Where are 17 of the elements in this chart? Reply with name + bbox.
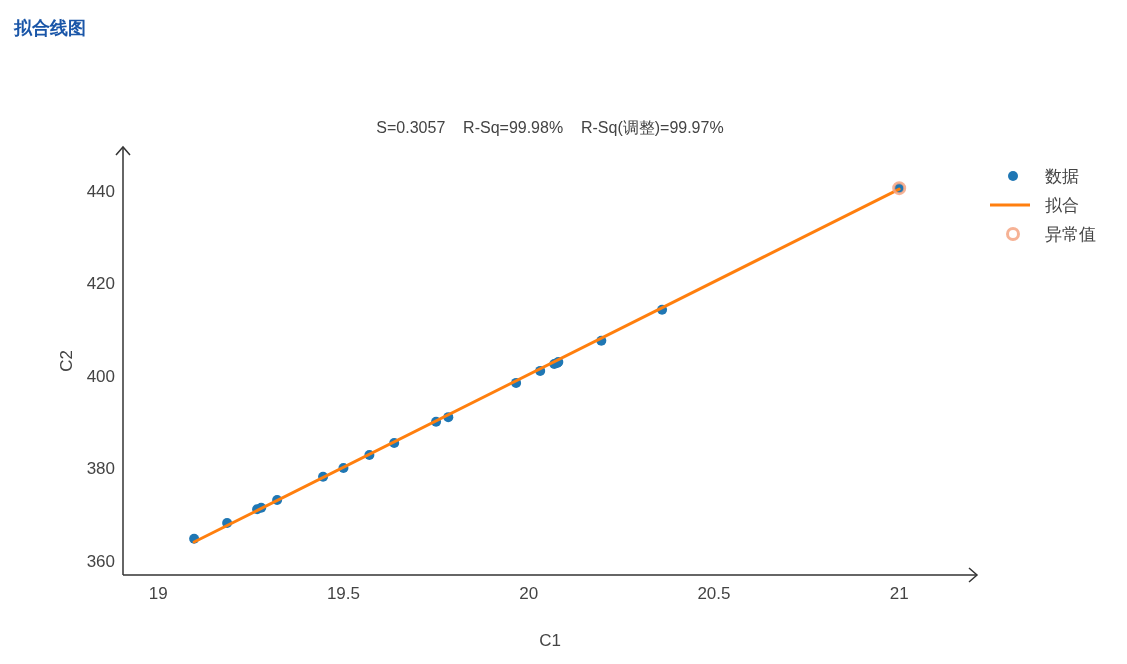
x-tick-label: 19.5: [326, 584, 360, 603]
x-tick-label: 19: [148, 584, 168, 603]
x-tick-label: 21: [889, 584, 909, 603]
legend-label: 数据: [1045, 167, 1079, 186]
text: S=0.3057 R-Sq=99.98% R-Sq(调整)=99.97%: [376, 119, 724, 136]
legend-label: 异常值: [1045, 225, 1096, 244]
chart-title: 拟合线图: [13, 18, 86, 38]
y-tick-label: 420: [86, 274, 115, 294]
x-tick-label: 20.5: [697, 584, 731, 603]
y-tick-label: 360: [86, 551, 115, 571]
x-tick-label: 20: [519, 584, 539, 603]
y-tick-label: 440: [86, 181, 115, 201]
y-tick-label: 400: [86, 366, 115, 386]
y-axis-title: C2: [57, 350, 76, 372]
y-tick-label: 380: [86, 459, 115, 479]
legend-label: 拟合: [1045, 196, 1079, 215]
x-axis-title: C1: [539, 631, 561, 650]
